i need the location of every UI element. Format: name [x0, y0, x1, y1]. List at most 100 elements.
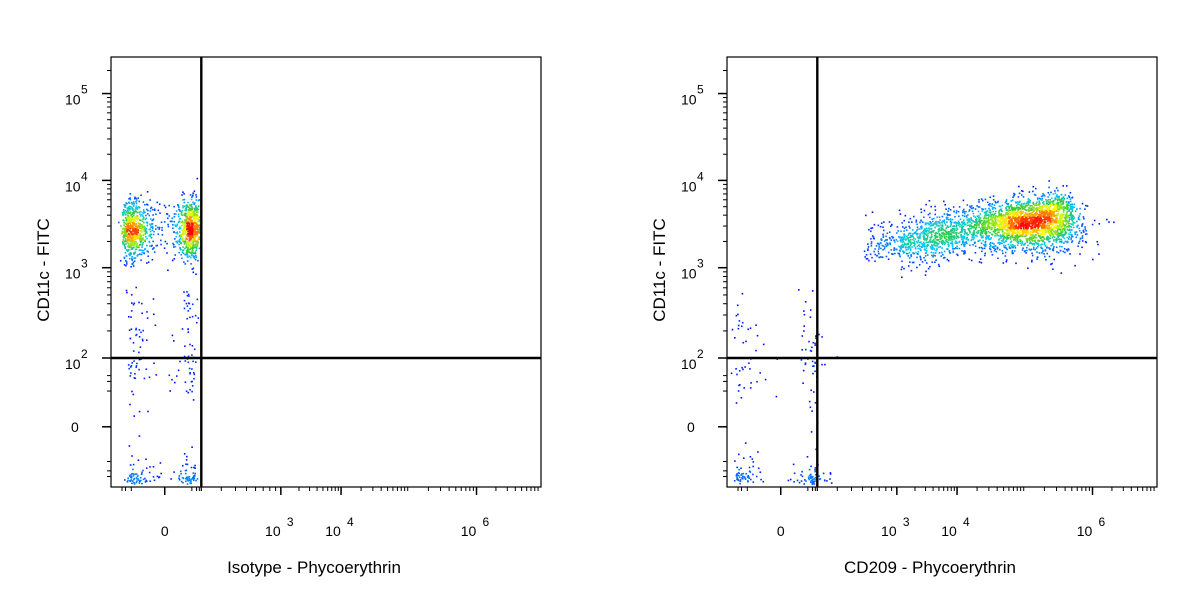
event-dot	[997, 202, 999, 204]
event-dot	[756, 381, 758, 383]
event-dot	[975, 245, 977, 247]
event-dot	[1004, 226, 1006, 228]
event-dot	[1044, 231, 1046, 233]
event-dot	[1010, 216, 1012, 218]
event-dot	[984, 242, 986, 244]
event-dot	[131, 391, 133, 393]
event-dot	[889, 221, 891, 223]
event-dot	[877, 243, 879, 245]
event-dot	[174, 221, 176, 223]
event-dot	[147, 213, 149, 215]
event-dot	[1016, 233, 1018, 235]
event-dot	[891, 239, 893, 241]
event-dot	[146, 262, 148, 264]
event-dot	[193, 192, 195, 194]
event-dot	[1061, 239, 1063, 241]
event-dot	[146, 245, 148, 247]
event-dot	[742, 293, 744, 295]
x-tick-label-exponent: 6	[483, 515, 490, 529]
event-dot	[1040, 206, 1042, 208]
event-dot	[190, 482, 192, 484]
event-dot	[1000, 223, 1002, 225]
event-dot	[738, 469, 740, 471]
event-dot	[188, 362, 190, 364]
event-dot	[1011, 208, 1013, 210]
event-dot	[124, 212, 126, 214]
event-dot	[1011, 246, 1013, 248]
event-dot	[1035, 194, 1037, 196]
event-dot	[131, 328, 133, 330]
event-dot	[170, 478, 172, 480]
event-dot	[950, 236, 952, 238]
event-dot	[1030, 205, 1032, 207]
event-dot	[920, 257, 922, 259]
event-dot	[917, 242, 919, 244]
event-dot	[139, 233, 141, 235]
event-dot	[1035, 237, 1037, 239]
event-dot	[151, 237, 153, 239]
event-dot	[146, 467, 148, 469]
event-dot	[1012, 199, 1014, 201]
event-dot	[1070, 192, 1072, 194]
event-dot	[893, 239, 895, 241]
event-dot	[126, 212, 128, 214]
event-dot	[179, 240, 181, 242]
event-dot	[891, 253, 893, 255]
event-dot	[137, 230, 139, 232]
event-dot	[150, 231, 152, 233]
event-dot	[125, 248, 127, 250]
event-dot	[927, 233, 929, 235]
event-dot	[982, 200, 984, 202]
event-dot	[178, 478, 180, 480]
event-dot	[932, 230, 934, 232]
event-dot	[1066, 217, 1068, 219]
event-dot	[968, 218, 970, 220]
event-dot	[1014, 232, 1016, 234]
event-dot	[1037, 256, 1039, 258]
event-dot	[952, 228, 954, 230]
event-dot	[901, 222, 903, 224]
event-dot	[195, 240, 197, 242]
event-dot	[1042, 205, 1044, 207]
event-dot	[1064, 248, 1066, 250]
event-dot	[1036, 201, 1038, 203]
event-dot	[1053, 201, 1055, 203]
event-dot	[178, 370, 180, 372]
event-dot	[972, 210, 974, 212]
event-dot	[970, 219, 972, 221]
event-dot	[190, 237, 192, 239]
event-dot	[1083, 231, 1085, 233]
event-dot	[978, 226, 980, 228]
event-dot	[986, 220, 988, 222]
event-dot	[158, 477, 160, 479]
event-dot	[187, 249, 189, 251]
event-dot	[923, 242, 925, 244]
event-dot	[1039, 235, 1041, 237]
event-dot	[1006, 209, 1008, 211]
event-dot	[747, 480, 749, 482]
event-dot	[154, 209, 156, 211]
event-dot	[1044, 226, 1046, 228]
event-dot	[190, 246, 192, 248]
event-dot	[1018, 208, 1020, 210]
event-dot	[198, 231, 200, 233]
event-dot	[938, 230, 940, 232]
event-dot	[887, 244, 889, 246]
event-dot	[896, 248, 898, 250]
event-dot	[997, 229, 999, 231]
event-dot	[136, 218, 138, 220]
event-dot	[872, 227, 874, 229]
event-dot	[153, 298, 155, 300]
event-dot	[739, 476, 741, 478]
event-dot	[185, 473, 187, 475]
event-dot	[981, 208, 983, 210]
event-dot	[129, 445, 131, 447]
event-dot	[184, 300, 186, 302]
event-dot	[136, 334, 138, 336]
event-dot	[874, 248, 876, 250]
event-dot	[1028, 211, 1030, 213]
event-dot	[1071, 197, 1073, 199]
event-dot	[865, 215, 867, 217]
event-dot	[902, 226, 904, 228]
